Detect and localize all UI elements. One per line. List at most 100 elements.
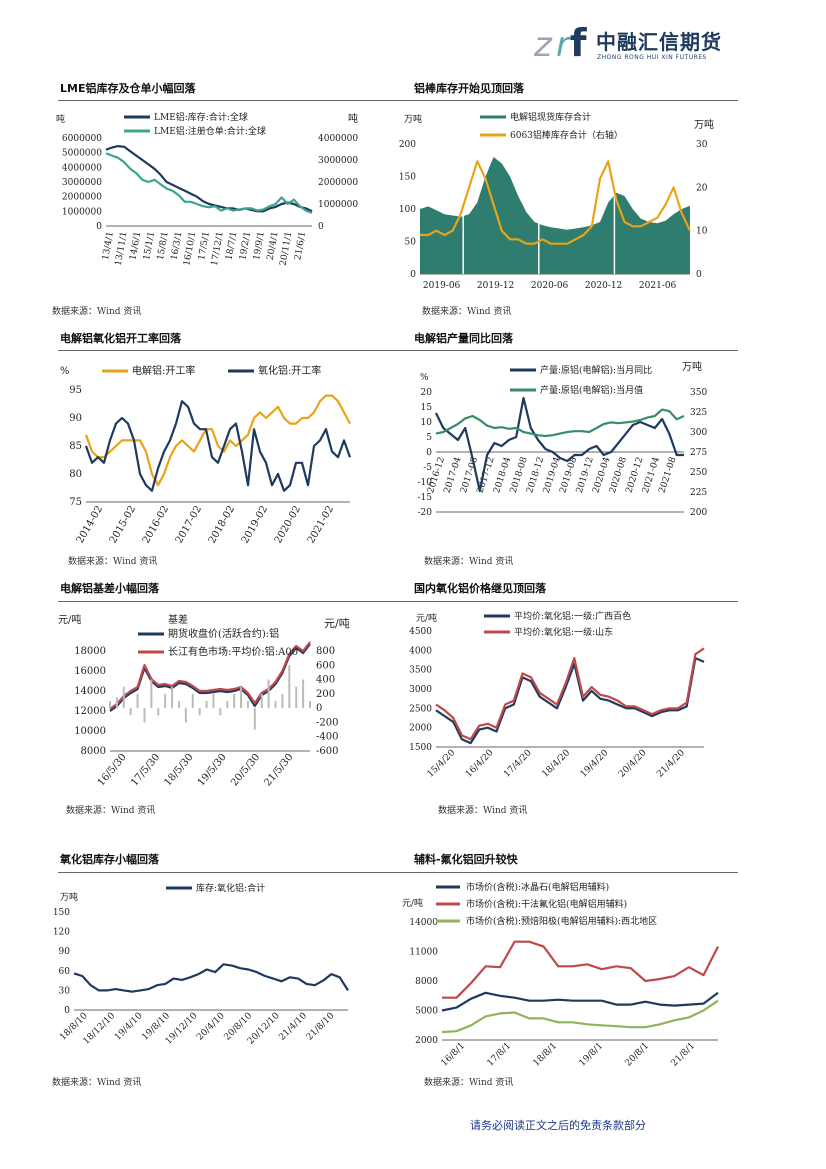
series-line-1 <box>84 400 352 492</box>
x-tick-label: 16/8/1 <box>440 1041 468 1069</box>
x-tick-label: 19/2/1 <box>238 231 253 261</box>
x-tick-label: 17/8/1 <box>486 1041 514 1069</box>
series-line-0 <box>435 656 705 745</box>
y-tick-label-left: 6000000 <box>62 134 102 144</box>
divider <box>58 350 738 351</box>
x-tick-label: 13/4/1 <box>101 231 116 261</box>
x-tick-label: 2017-02 <box>174 504 204 545</box>
y-unit-left: % <box>60 366 70 377</box>
x-tick-label: 21/4/20 <box>655 748 687 780</box>
y-tick-label-left: 12000 <box>74 706 106 717</box>
x-tick-label: 15/8/1 <box>156 231 171 261</box>
x-tick-label: 17/4/20 <box>502 748 534 780</box>
x-tick-label: 18/8/1 <box>532 1041 560 1069</box>
series-line-1 <box>420 160 691 245</box>
y-tick-label-right: 300 <box>690 428 707 438</box>
y-tick-label-left: 95 <box>69 385 82 396</box>
y-tick-label-left: 85 <box>69 441 82 452</box>
basis-label: 基差 <box>168 613 188 626</box>
legend-label: 6063铝棒库存合计（右轴） <box>510 129 623 141</box>
y-tick-label-left: 0 <box>64 1006 70 1016</box>
y-tick-label-right: -400 <box>316 732 338 743</box>
y-tick-label-right: 600 <box>316 660 335 671</box>
y-tick-label-left: 5 <box>426 433 432 443</box>
logo-subtitle: ZHONG RONG HUI XIN FUTURES <box>597 54 707 61</box>
y-tick-label-left: 14000 <box>74 686 106 697</box>
y-tick-label-left: 16000 <box>74 666 106 677</box>
series-line-0 <box>105 144 313 213</box>
x-tick-label: 21/8/1 <box>670 1041 698 1069</box>
y-tick-label-right: 200 <box>690 508 707 518</box>
x-tick-label: 16/4/20 <box>464 748 496 780</box>
logo-text: 中融汇信期货 <box>596 30 722 54</box>
y-tick-label-left: 60 <box>59 967 71 977</box>
x-tick-label: 19/4/20 <box>579 748 611 780</box>
y-tick-label-right: 225 <box>690 488 707 498</box>
x-tick-label: 2016-02 <box>141 504 171 545</box>
x-tick-label: 2019-12 <box>477 281 514 291</box>
x-tick-label: 21/8/10 <box>305 1011 337 1043</box>
y-tick-label-left: 5000 <box>415 1007 438 1017</box>
x-tick-label: 19/9/1 <box>252 231 267 261</box>
x-tick-label: 2018-02 <box>207 504 237 545</box>
x-tick-label: 13/11/1 <box>114 231 130 267</box>
series-line-0 <box>441 991 719 1012</box>
x-tick-label: 2021-02 <box>306 504 336 545</box>
panel-title-auxiliary: 辅料-氟化铝回升较快 <box>414 853 518 866</box>
y-tick-label-right: 400 <box>316 675 335 686</box>
y-tick-label-right: 2000000 <box>318 178 358 188</box>
x-tick-label: 2020-06 <box>531 281 569 291</box>
y-tick-label-left: -20 <box>418 508 433 518</box>
legend-label: 氧化铝:开工率 <box>258 364 321 377</box>
y-tick-label-left: 200 <box>399 140 416 150</box>
y-tick-label-left: 4000000 <box>62 163 102 173</box>
source-note: 数据来源：Wind 资讯 <box>424 557 514 567</box>
source-note: 数据来源：Wind 资讯 <box>52 307 142 317</box>
svg-text:z: z <box>533 25 553 65</box>
x-tick-label: 21/6/1 <box>293 231 308 261</box>
y-tick-label-right: 800 <box>316 646 335 657</box>
x-tick-label: 18/4/20 <box>541 748 573 780</box>
chart-lme-stock: 吨 吨 6000000 5000000 4000000 3000000 2000000 100… <box>56 111 358 267</box>
disclaimer-footer: 请务必阅读正文之后的免责条款部分 <box>470 1119 646 1132</box>
series-line-0 <box>73 963 349 993</box>
y-unit-right: 吨 <box>348 112 358 125</box>
y-unit-left: 吨 <box>56 113 65 125</box>
series-line-1 <box>435 408 685 438</box>
x-tick-label: 15/1/1 <box>142 231 157 261</box>
legend-label: LME铝:库存:合计:全球 <box>154 111 248 123</box>
y-tick-label-left: 100 <box>399 205 416 215</box>
y-tick-label-left: 2000 <box>409 724 432 734</box>
source-note: 数据来源：Wind 资讯 <box>438 806 528 816</box>
x-tick-label: 2021-06 <box>639 281 677 291</box>
y-tick-label-right: 1000000 <box>318 200 358 210</box>
y-tick-label-left: 3000 <box>409 685 432 695</box>
y-tick-label-right: 4000000 <box>318 134 358 144</box>
legend-label: 库存:氧化铝:合计 <box>196 882 265 894</box>
series-line-2 <box>441 999 719 1034</box>
y-tick-label-left: 2000000 <box>62 193 102 203</box>
x-tick-label: 20/8/1 <box>624 1041 652 1069</box>
panel-title-bar-stock: 铝棒库存开始见顶回落 <box>414 82 524 95</box>
chart-alumina-stock: 万吨150120906030018/8/1018/12/1019/4/1019/… <box>53 882 349 1047</box>
y-unit-left: 元/吨 <box>58 613 81 626</box>
x-tick-label: 20/5/30 <box>229 752 262 789</box>
x-tick-label: 2014-02 <box>75 504 105 545</box>
y-tick-label-left: 11000 <box>409 948 438 958</box>
x-tick-label: 14/6/1 <box>128 231 143 261</box>
y-tick-label-left: 120 <box>53 928 70 938</box>
y-unit-left: % <box>420 373 429 383</box>
series-line-1 <box>109 641 311 710</box>
x-tick-label: 19/5/30 <box>196 752 229 789</box>
divider <box>58 100 738 101</box>
x-tick-label: 21/4/10 <box>277 1011 309 1043</box>
y-tick-label-left: 50 <box>405 238 417 248</box>
x-tick-label: 20/4/1 <box>266 231 281 261</box>
x-tick-label: 20/4/20 <box>617 748 649 780</box>
series-line-0 <box>435 396 684 493</box>
legend-label: 市场价(含税):冰晶石(电解铝用辅料) <box>466 881 609 893</box>
y-tick-label-right: 30 <box>696 140 708 150</box>
y-unit-right: 元/吨 <box>324 617 350 630</box>
